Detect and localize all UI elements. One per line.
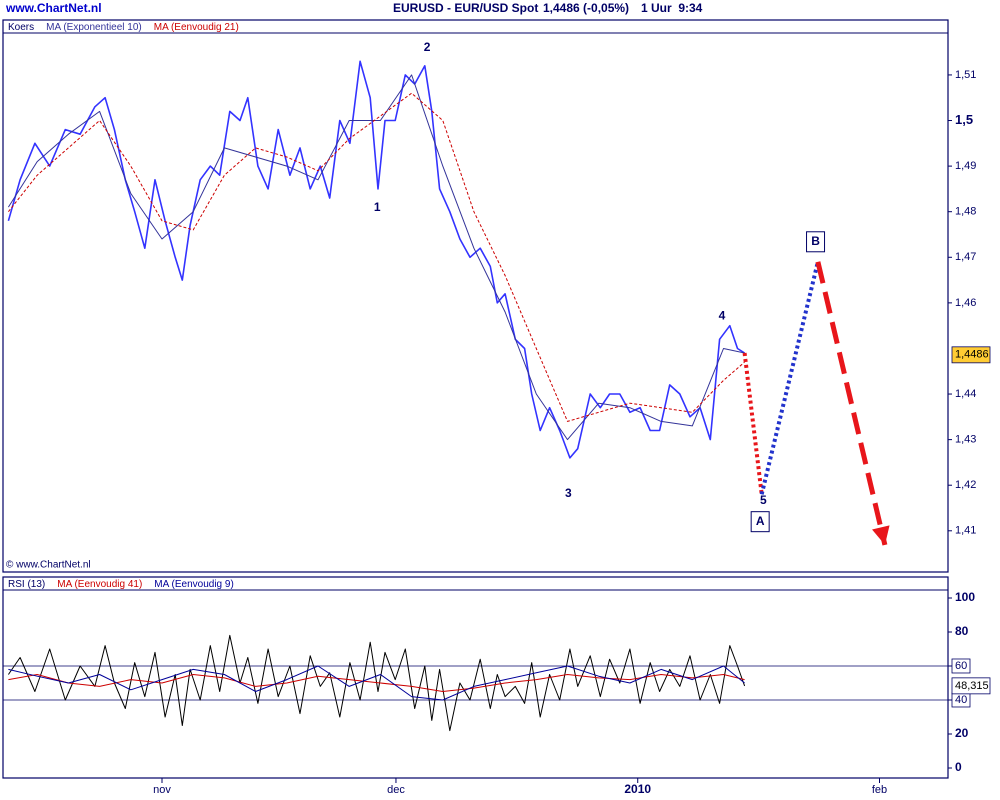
y-tick-label: 1,5 xyxy=(955,112,973,127)
site-name: www.ChartNet.nl xyxy=(5,1,102,15)
y-tick-label: 1,47 xyxy=(955,251,976,263)
legend-entry: MA (Eenvoudig 21) xyxy=(154,22,239,33)
wave-label: B xyxy=(811,234,820,248)
legend-entry: MA (Eenvoudig 41) xyxy=(57,579,142,590)
quote: 1,4486 (-0,05%) xyxy=(543,1,629,15)
y-tick-label: 1,48 xyxy=(955,206,976,218)
last-value-box xyxy=(951,677,991,695)
legend-entry: Koers xyxy=(8,22,34,33)
panel-frame xyxy=(2,576,949,779)
y-tick-label: 1,51 xyxy=(955,69,976,81)
instrument: EURUSD - EUR/USD Spot xyxy=(393,1,538,15)
projection xyxy=(815,261,888,546)
legend-entry: MA (Eenvoudig 9) xyxy=(154,579,234,590)
y-tick-label: 40 xyxy=(955,694,967,706)
y-tick-label: 60 xyxy=(955,660,967,672)
series-line xyxy=(8,674,745,692)
legend-entry: MA (Exponentieel 10) xyxy=(46,22,142,33)
last-value-label: 48,315 xyxy=(955,680,989,692)
series-line xyxy=(7,60,746,459)
panel-frame xyxy=(2,19,949,573)
x-tick-label: nov xyxy=(153,784,171,796)
y-tick-label: 80 xyxy=(955,624,969,638)
x-tick-label: dec xyxy=(387,784,405,796)
annotation-box xyxy=(750,511,770,533)
y-tick-box xyxy=(951,658,971,674)
credit: © www.ChartNet.nl xyxy=(6,560,91,571)
last-value-label: 1,4486 xyxy=(955,349,989,361)
legend-entry: RSI (13) xyxy=(8,579,45,590)
wave-label: 1 xyxy=(374,200,381,214)
interval: 1 Uur 9:34 xyxy=(641,1,703,15)
y-tick-label: 20 xyxy=(955,726,969,740)
y-tick-label: 100 xyxy=(955,590,975,604)
wave-label: 4 xyxy=(719,308,726,322)
series-line xyxy=(7,634,746,732)
y-tick-label: 1,41 xyxy=(955,525,976,537)
series-line xyxy=(8,92,745,422)
header-bar xyxy=(0,0,1000,18)
y-tick-label: 0 xyxy=(955,760,962,774)
wave-label: A xyxy=(756,514,765,528)
series-line xyxy=(8,665,745,701)
projection xyxy=(759,261,820,495)
wave-label: 3 xyxy=(565,486,572,500)
wave-label: 2 xyxy=(424,40,431,54)
x-tick-label: 2010 xyxy=(624,782,651,796)
y-tick-label: 1,43 xyxy=(955,434,976,446)
series-line xyxy=(7,74,745,441)
x-tick-label: feb xyxy=(872,784,887,796)
y-tick-label: 1,44 xyxy=(955,388,976,400)
annotation-box xyxy=(806,231,826,253)
arrowhead xyxy=(872,525,890,545)
wave-label: 5 xyxy=(760,493,767,507)
last-value-box xyxy=(951,346,991,364)
projection xyxy=(742,352,764,495)
y-tick-label: 1,42 xyxy=(955,479,976,491)
y-tick-label: 1,49 xyxy=(955,160,976,172)
y-tick-label: 1,46 xyxy=(955,297,976,309)
